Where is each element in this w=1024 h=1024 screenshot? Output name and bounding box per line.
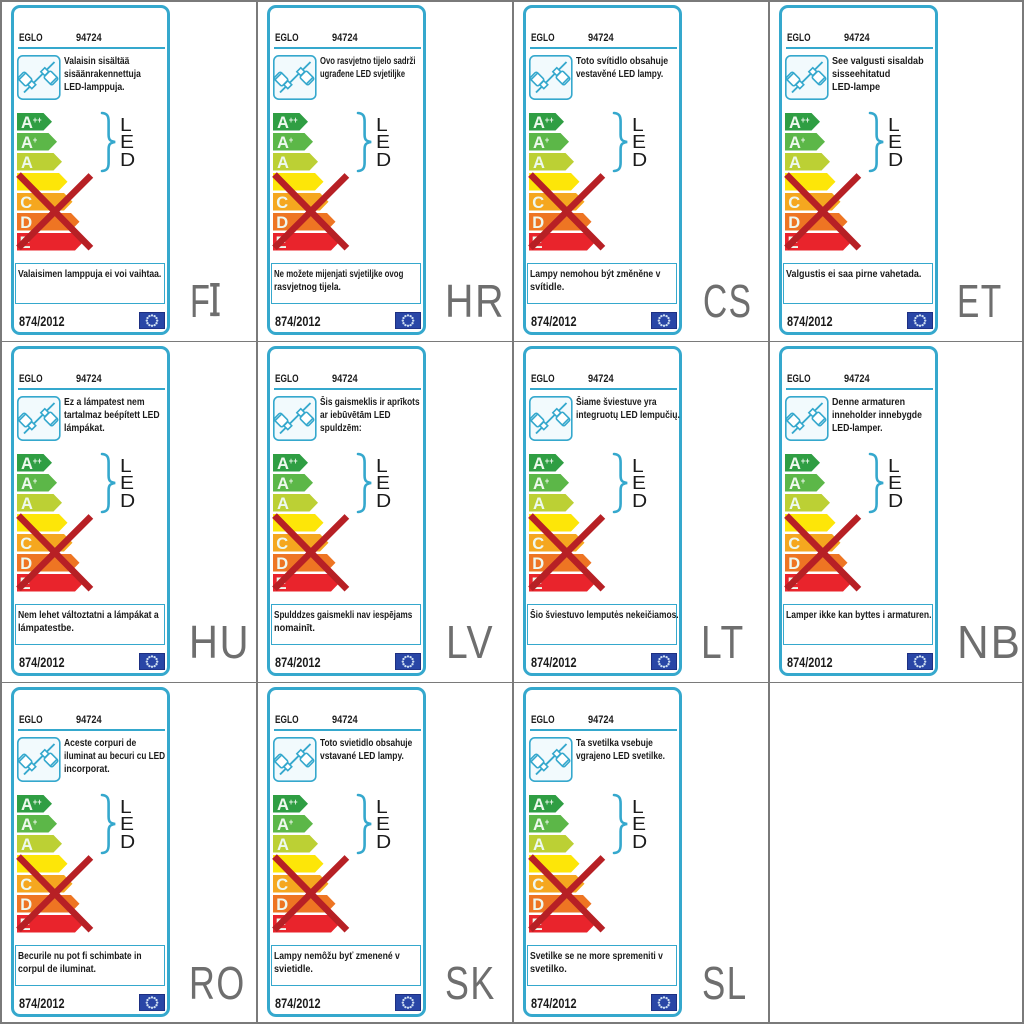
svg-text:A: A xyxy=(277,455,289,473)
svg-text:C: C xyxy=(276,194,288,212)
svg-text:A: A xyxy=(533,796,545,814)
svg-text:+: + xyxy=(801,134,805,145)
svg-text:A: A xyxy=(533,475,545,493)
svg-text:+: + xyxy=(545,816,549,827)
svg-text:D: D xyxy=(20,555,32,573)
svg-text:D: D xyxy=(276,896,288,914)
svg-text:C: C xyxy=(788,535,800,553)
svg-text:C: C xyxy=(788,194,800,212)
svg-text:A: A xyxy=(21,475,33,493)
svg-text:+: + xyxy=(289,816,293,827)
svg-text:+: + xyxy=(801,475,805,486)
svg-text:A: A xyxy=(533,816,545,834)
svg-text:+: + xyxy=(545,134,549,145)
svg-text:D: D xyxy=(20,214,32,232)
svg-text:A: A xyxy=(277,836,289,854)
svg-text:D: D xyxy=(788,214,800,232)
svg-text:++: ++ xyxy=(801,455,810,466)
svg-text:++: ++ xyxy=(33,796,42,807)
svg-text:++: ++ xyxy=(33,455,42,466)
svg-text:A: A xyxy=(21,154,33,172)
svg-text:A: A xyxy=(533,154,545,172)
svg-text:C: C xyxy=(276,876,288,894)
svg-text:+: + xyxy=(33,134,37,145)
svg-text:A: A xyxy=(277,475,289,493)
svg-text:D: D xyxy=(532,214,544,232)
svg-text:A: A xyxy=(789,114,801,132)
svg-text:A: A xyxy=(789,134,801,152)
svg-text:++: ++ xyxy=(545,455,554,466)
svg-text:++: ++ xyxy=(289,796,298,807)
svg-text:A: A xyxy=(277,796,289,814)
svg-text:C: C xyxy=(20,535,32,553)
svg-text:D: D xyxy=(788,555,800,573)
svg-text:D: D xyxy=(532,896,544,914)
svg-text:A: A xyxy=(533,134,545,152)
svg-text:++: ++ xyxy=(545,796,554,807)
svg-text:C: C xyxy=(532,194,544,212)
svg-text:C: C xyxy=(276,535,288,553)
svg-text:A: A xyxy=(533,495,545,513)
svg-text:++: ++ xyxy=(545,114,554,125)
svg-text:D: D xyxy=(276,555,288,573)
svg-text:A: A xyxy=(277,816,289,834)
svg-text:A: A xyxy=(21,134,33,152)
svg-text:A: A xyxy=(277,114,289,132)
svg-text:++: ++ xyxy=(801,114,810,125)
svg-text:A: A xyxy=(21,836,33,854)
svg-text:+: + xyxy=(545,475,549,486)
svg-text:C: C xyxy=(532,535,544,553)
svg-text:A: A xyxy=(789,455,801,473)
svg-text:A: A xyxy=(21,796,33,814)
svg-text:C: C xyxy=(20,194,32,212)
svg-text:A: A xyxy=(533,114,545,132)
svg-text:++: ++ xyxy=(289,114,298,125)
svg-text:+: + xyxy=(289,134,293,145)
svg-text:++: ++ xyxy=(33,114,42,125)
svg-text:A: A xyxy=(533,836,545,854)
svg-text:A: A xyxy=(21,455,33,473)
svg-text:C: C xyxy=(20,876,32,894)
svg-text:A: A xyxy=(21,114,33,132)
svg-text:C: C xyxy=(532,876,544,894)
svg-text:D: D xyxy=(20,896,32,914)
svg-text:A: A xyxy=(21,816,33,834)
svg-text:D: D xyxy=(276,214,288,232)
svg-text:A: A xyxy=(277,495,289,513)
svg-text:+: + xyxy=(33,475,37,486)
svg-text:D: D xyxy=(532,555,544,573)
svg-text:A: A xyxy=(789,475,801,493)
svg-text:A: A xyxy=(277,154,289,172)
svg-text:A: A xyxy=(277,134,289,152)
svg-text:+: + xyxy=(289,475,293,486)
svg-text:A: A xyxy=(533,455,545,473)
svg-text:+: + xyxy=(33,816,37,827)
svg-text:A: A xyxy=(789,495,801,513)
svg-text:A: A xyxy=(21,495,33,513)
svg-text:++: ++ xyxy=(289,455,298,466)
svg-text:A: A xyxy=(789,154,801,172)
